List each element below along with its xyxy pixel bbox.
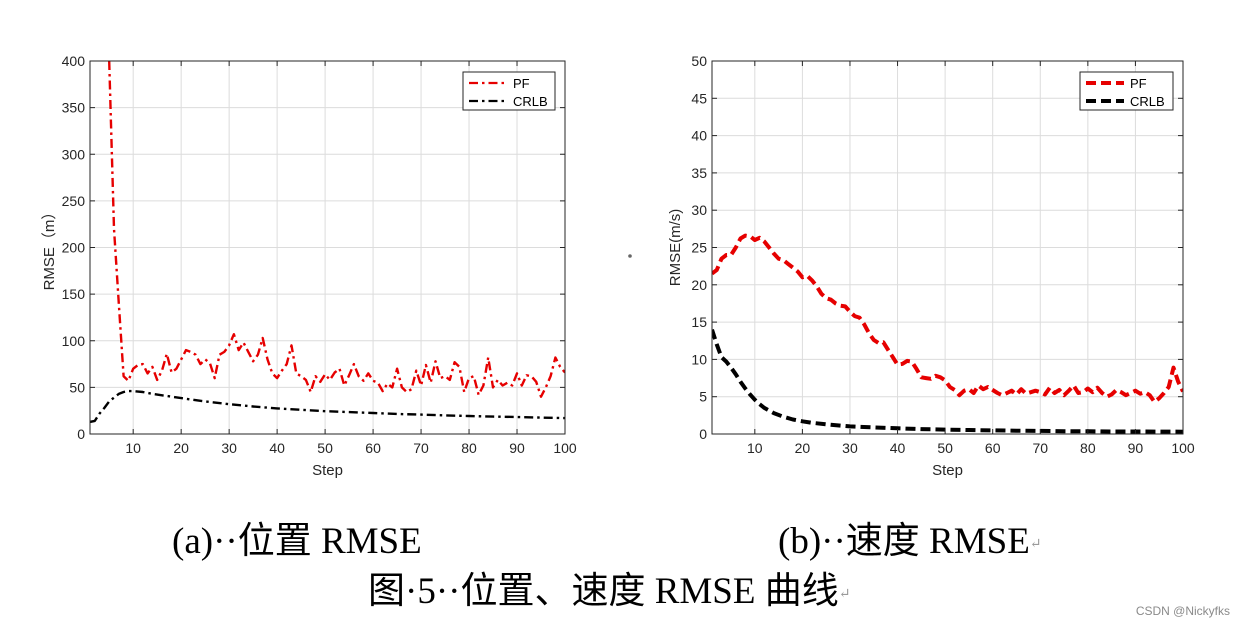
y-tick-label: 50 [69, 379, 85, 395]
y-tick-label: 100 [62, 333, 86, 349]
x-tick-label: 60 [365, 440, 381, 456]
y-axis-label: RMSE（m） [41, 205, 58, 291]
x-tick-label: 90 [1128, 440, 1144, 456]
y-tick-label: 250 [62, 193, 86, 209]
legend: PF CRLB [1079, 71, 1174, 111]
x-axis-label: Step [312, 462, 343, 479]
caption-b-text: (b)··速度 RMSE [778, 521, 1030, 562]
x-tick-label: 20 [795, 440, 811, 456]
x-tick-label: 10 [125, 440, 141, 456]
x-tick-label: 50 [937, 440, 953, 456]
series-pf-line [108, 61, 565, 398]
x-tick-label: 70 [1032, 440, 1048, 456]
stray-dot [628, 254, 632, 258]
legend-label-pf: PF [513, 76, 530, 91]
y-tick-label: 50 [691, 53, 707, 69]
x-tick-label: 60 [985, 440, 1001, 456]
y-tick-label: 15 [691, 314, 707, 330]
legend: PF CRLB [462, 71, 556, 111]
y-tick-label: 350 [62, 100, 86, 116]
y-tick-label: 200 [62, 240, 86, 256]
x-tick-label: 90 [509, 440, 525, 456]
x-tick-label: 70 [413, 440, 429, 456]
y-tick-label: 0 [699, 426, 707, 442]
y-tick-label: 300 [62, 146, 86, 162]
x-tick-label: 40 [890, 440, 906, 456]
y-tick-label: 5 [699, 389, 707, 405]
caption-a-text: (a)··位置 RMSE [172, 521, 422, 562]
x-tick-label: 20 [173, 440, 189, 456]
x-tick-label: 100 [553, 440, 577, 456]
series-crlb-line [712, 328, 1183, 434]
x-tick-label: 30 [842, 440, 858, 456]
y-tick-label: 10 [691, 351, 707, 367]
legend-label-crlb: CRLB [1130, 94, 1165, 109]
y-tick-label: 30 [691, 202, 707, 218]
x-tick-label: 30 [221, 440, 237, 456]
y-tick-label: 25 [691, 240, 707, 256]
y-tick-label: 400 [62, 53, 86, 69]
y-tick-label: 150 [62, 286, 86, 302]
chart-a: 10 20 30 40 50 60 70 80 90 100 0 50 100 150 200 250 300 3… [41, 53, 577, 479]
return-mark-icon: ↵ [838, 587, 851, 603]
charts-canvas: 10 20 30 40 50 60 70 80 90 1000501001502002503003… [41, 53, 1195, 479]
caption-a: (a)··位置 RMSE [172, 510, 422, 564]
caption-b: (b)··速度 RMSE↵ [778, 510, 1042, 564]
return-mark-icon: ↵ [1029, 537, 1042, 553]
y-tick-label: 35 [691, 165, 707, 181]
legend-label-crlb: CRLB [513, 94, 548, 109]
chart-b: 10 20 30 40 50 60 70 80 90 100 0 5 10 15 20 25 30 35 40 45 5… [667, 53, 1195, 479]
y-tick-label: 40 [691, 128, 707, 144]
y-tick-label: 0 [77, 426, 85, 442]
legend-box [1079, 71, 1174, 111]
y-tick-label: 45 [691, 90, 707, 106]
figure-caption-text: 图·5··位置、速度 RMSE 曲线 [368, 571, 839, 612]
x-axis-label: Step [932, 462, 963, 479]
x-tick-label: 40 [269, 440, 285, 456]
y-tick-label: 20 [691, 277, 707, 293]
x-tick-label: 80 [1080, 440, 1096, 456]
x-tick-label: 80 [461, 440, 477, 456]
legend-label-pf: PF [1130, 76, 1147, 91]
x-tick-label: 100 [1171, 440, 1195, 456]
y-axis-label: RMSE(m/s) [667, 209, 684, 287]
watermark: CSDN @Nickyfks [1135, 604, 1230, 618]
x-tick-label: 10 [747, 440, 763, 456]
legend-box [462, 71, 556, 111]
series-pf-line [712, 233, 1183, 404]
figure-caption: 图·5··位置、速度 RMSE 曲线↵ [368, 560, 850, 614]
x-tick-label: 50 [317, 440, 333, 456]
